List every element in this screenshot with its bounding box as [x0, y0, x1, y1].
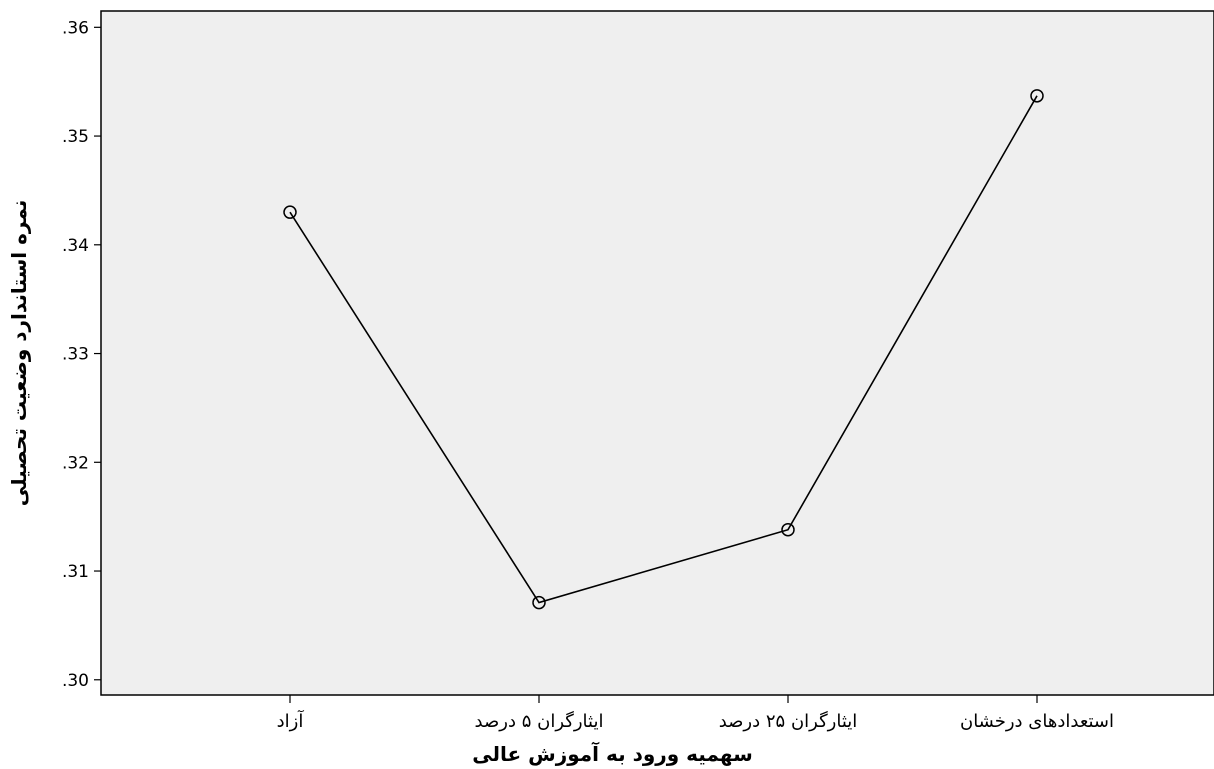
series-markers	[283, 89, 1044, 610]
y-tick-label: .30	[62, 671, 89, 691]
x-category-label: استعدادهای درخشان	[960, 711, 1114, 732]
y-tick-label: .33	[62, 345, 89, 365]
y-tick-label: .36	[62, 18, 89, 38]
y-axis-title: نمره استاندارد وضعیت تحصیلی	[7, 200, 31, 507]
y-axis-ticks: .30 .31 .32 .33 .34 .35 .36	[62, 18, 101, 691]
series-line	[289, 95, 1038, 604]
data-point-marker	[781, 522, 795, 537]
x-category-label: ایثارگران ۵ درصد	[475, 710, 604, 732]
data-point-marker	[1030, 89, 1044, 103]
y-tick-label: .34	[62, 236, 89, 256]
x-axis-title: سهمیه ورود به آموزش عالی	[472, 741, 753, 766]
data-point-marker	[283, 205, 297, 219]
y-tick-label: .31	[62, 562, 89, 582]
y-tick-label: .35	[62, 127, 89, 147]
x-category-label: آزاد	[277, 709, 305, 732]
plot-area	[100, 10, 1214, 696]
y-tick-label: .32	[62, 453, 89, 473]
data-point-marker	[532, 595, 546, 610]
x-category-label: ایثارگران ۲۵ درصد	[719, 710, 858, 732]
x-axis-ticks: آزاد ایثارگران ۵ درصد ایثارگران ۲۵ درصد است…	[277, 695, 1114, 732]
